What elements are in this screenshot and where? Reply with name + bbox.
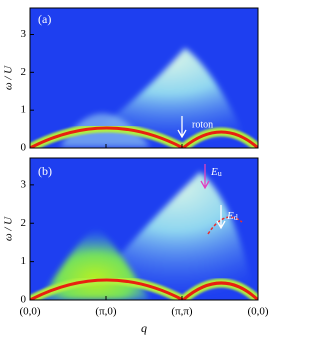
y-axis-label: ω / U	[3, 216, 15, 241]
arrow	[177, 116, 187, 139]
y-tick-label: 1	[21, 104, 27, 116]
x-tick-label: (π,π)	[171, 306, 193, 318]
y-tick-label: 0	[21, 294, 27, 306]
annotation: Ed	[226, 210, 238, 222]
panel-label: (b)	[38, 164, 52, 178]
panel-label: (a)	[38, 12, 51, 26]
arrow	[216, 205, 226, 230]
y-tick-label: 0	[21, 142, 27, 154]
x-tick-label: (0,0)	[19, 306, 40, 318]
y-tick-label: 2	[21, 217, 27, 229]
spectrum-a	[30, 8, 258, 148]
arrow	[200, 164, 210, 190]
y-tick-label: 3	[21, 178, 27, 190]
x-tick-label: (0,0)	[247, 306, 268, 318]
y-tick-label: 1	[21, 255, 27, 267]
y-axis-label: ω / U	[3, 65, 15, 90]
frame-a	[29, 7, 259, 149]
x-axis-label: q	[141, 321, 147, 335]
x-tick-label: (π,0)	[95, 306, 116, 318]
figure: (a) (b) roton Eu Ed ω / U ω / U q 0 1 2 3 0 1…	[3, 7, 269, 335]
y-tick-label: 2	[21, 66, 27, 78]
y-tick-label: 3	[21, 28, 27, 40]
spectrum-b	[30, 158, 258, 300]
frame-b	[29, 157, 259, 301]
annotation: Eu	[210, 166, 222, 178]
annotation: roton	[192, 119, 213, 130]
